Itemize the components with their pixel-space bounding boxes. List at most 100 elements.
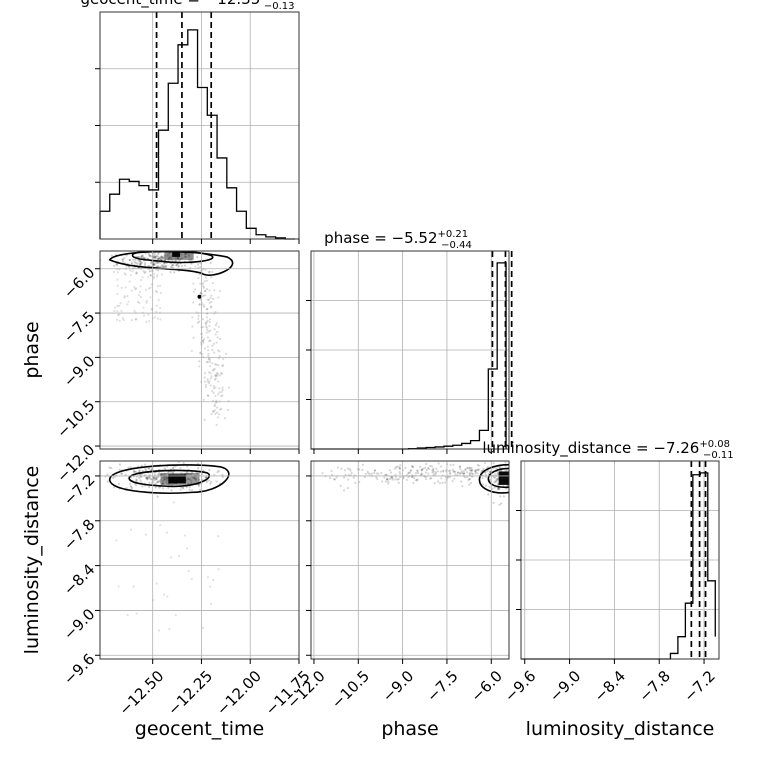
sample-point [166,479,169,482]
sample-point [206,345,209,348]
sample-point [469,481,473,484]
sample-point [399,464,402,467]
sample-point [138,262,142,265]
sample-point [487,465,490,469]
sample-point [205,279,209,282]
sample-point [161,263,164,267]
sample-point [208,301,211,304]
sample-point [138,476,141,479]
sample-point [134,470,137,473]
sample-point [452,470,456,473]
sample-point [496,471,500,474]
sample-point [146,477,149,480]
sample-point [110,467,113,470]
sample-point [155,261,158,264]
sample-point [197,294,202,299]
sample-point [199,262,202,265]
sample-point [212,410,215,413]
sample-point [343,469,347,472]
sample-point [158,256,161,259]
sample-point [141,276,144,279]
sample-point [398,466,401,469]
sample-point [164,478,167,481]
sample-point [208,360,211,364]
sample-point [163,467,166,470]
sample-point [488,485,491,488]
sample-point [168,628,171,631]
phase-x-tick-label: −6.0 [468,667,506,705]
sample-point [145,320,148,323]
sample-point [133,470,136,473]
sample-point [113,310,116,313]
sample-point [138,469,141,472]
sample-point [149,477,152,480]
sample-point [433,473,436,476]
sample-point [349,469,352,472]
sample-point [128,280,131,283]
sample-point [208,468,211,472]
sample-point [205,308,209,311]
sample-point [220,394,223,398]
sample-point [146,477,149,480]
sample-point [386,478,389,481]
sample-point [202,338,206,341]
sample-point [211,362,214,365]
sample-point [396,465,399,468]
sample-point [132,585,135,588]
sample-point [352,476,355,479]
sample-point [129,528,133,531]
sample-point [214,375,217,378]
sample-point [215,480,218,483]
sample-point [144,288,148,291]
sample-point [198,303,201,306]
sample-point [165,264,168,268]
sample-point [183,255,187,258]
sample-point [120,309,123,313]
sample-point [149,286,152,289]
sample-point [421,472,424,475]
sample-point [141,469,144,473]
sample-point [452,463,455,466]
sample-point [208,289,211,292]
sample-point [142,314,146,317]
sample-point [198,303,201,306]
sample-point [159,480,162,484]
phase-y-tick-label: −6.0 [60,263,98,301]
sample-point [157,255,160,258]
sample-point [156,261,159,265]
sample-point [496,478,499,482]
sample-point [167,257,171,260]
sample-point [207,381,211,385]
sample-point [459,467,462,471]
sample-point [217,393,220,396]
sample-point [170,483,174,487]
sample-point [116,271,119,274]
sample-point [488,478,491,481]
density-cell [168,474,186,484]
sample-point [210,375,213,378]
sample-point [215,373,218,376]
sample-point [413,476,416,479]
sample-point [183,252,187,255]
sample-point [148,254,151,257]
sample-point [367,472,370,475]
sample-point [205,476,208,479]
sample-point [147,287,151,290]
sample-point [154,475,158,479]
sample-point [144,463,147,466]
sample-point [420,473,423,476]
sample-point [128,258,131,262]
sample-point [203,418,206,421]
sample-point [505,487,508,490]
sample-point [212,368,215,371]
sample-point [153,479,156,482]
sample-point [399,472,402,475]
sample-point [180,472,183,475]
sample-point [385,477,389,481]
sample-point [161,256,164,259]
sample-point [171,263,174,267]
sample-point [207,271,210,274]
sample-point [159,265,162,268]
sample-point [146,476,149,479]
sample-point [128,258,132,262]
